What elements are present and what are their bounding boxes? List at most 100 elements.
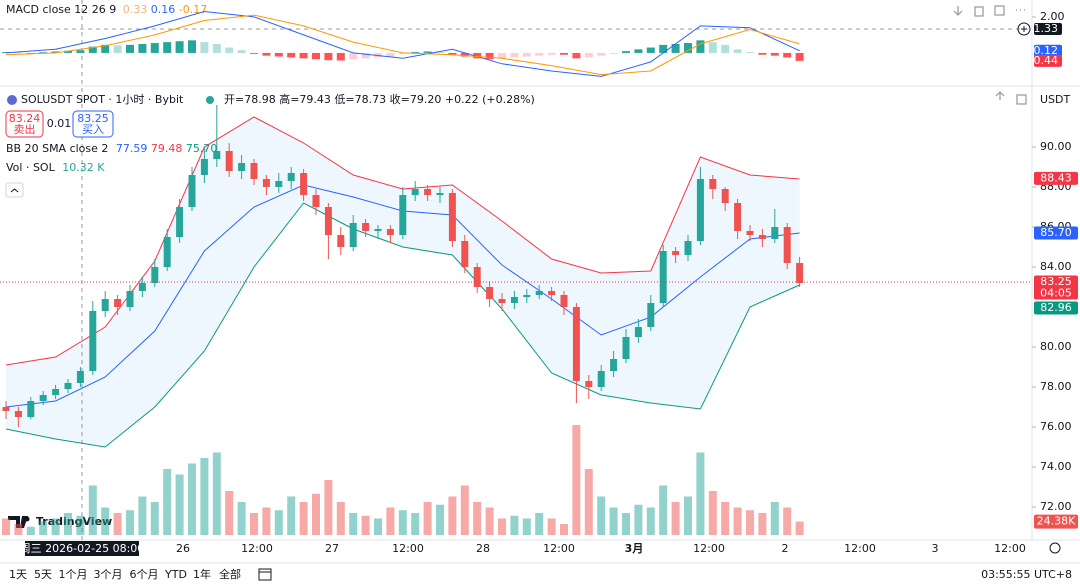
volume-bar [733,507,742,535]
volume-bar [386,507,395,535]
macd-histogram-bar [473,52,482,59]
volume-bar [374,518,382,535]
macd-histogram-bar [361,52,370,59]
macd-histogram-bar [250,52,258,54]
macd-histogram-bar [646,47,655,53]
macd-histogram-bar [448,52,457,55]
volume-bar [622,513,630,535]
buy-button[interactable] [72,110,114,138]
volume-bar [498,518,506,535]
sell-button[interactable] [5,110,44,138]
volume-bar [634,504,643,535]
clock: 03:55:55 UTC+8 [981,568,1072,581]
volume-bar [535,513,544,535]
candle-body [684,241,692,255]
volume-bar [175,474,184,535]
macd-signal-value: -0.17 [179,3,207,16]
macd-histogram-bar [175,41,184,53]
volume-bar [795,521,804,535]
macd-legend: MACD close 12 26 9 0.33 0.16 -0.17 [6,3,207,16]
crosshair-time-tag [25,541,139,556]
range-button[interactable]: 3个月 [94,568,123,581]
range-button[interactable]: 全部 [219,567,241,581]
volume-bar [287,496,296,535]
candle-body [597,371,605,387]
delete-icon[interactable] [974,6,984,17]
macd-hist-value: 0.33 [123,3,148,16]
bb-legend: BB 20 SMA close 2 77.59 79.48 75.70 [6,142,217,155]
macd-histogram-bar [39,52,48,53]
collapse-icon [10,188,19,193]
range-button[interactable]: 1天 [9,568,27,581]
range-button[interactable]: 1年 [193,567,211,581]
macd-histogram-bar [696,40,705,53]
candle-body [300,173,308,195]
add-icon[interactable] [1017,22,1031,36]
candle-body [746,231,754,235]
candle-body [225,151,233,171]
macd-histogram-bar [386,52,395,57]
macd-histogram-bar [88,46,97,53]
macd-histogram-bar [299,52,308,59]
macd-histogram-bar [795,52,804,61]
pane-icons[interactable] [953,5,1027,105]
volume-bar [721,502,730,535]
price-pane: 90.0088.0086.0084.0080.0078.0076.0074.00… [0,105,1078,535]
x-tick-label: 12:00 [543,542,575,555]
settings-icon[interactable] [1049,542,1061,554]
calendar-body [258,568,272,581]
volume-bar [485,507,494,535]
macd-histogram-bar [163,42,172,53]
vol-value: 10.32 K [62,161,105,174]
range-button[interactable]: 1个月 [59,568,88,581]
candle-body [510,297,518,303]
macd-histogram-bar [733,49,742,53]
x-tick-label: 12:00 [994,542,1026,555]
volume-bar [299,502,308,535]
macd-histogram-bar [113,45,122,53]
range-button[interactable]: 6个月 [130,568,159,581]
candle-body [362,223,370,231]
candle-body [411,189,419,195]
candle-body [523,295,531,297]
macd-value-tag-label: 0.12 [1034,44,1059,57]
y-tick-label: 74.00 [1040,460,1072,473]
brand: TradingView [36,515,112,528]
macd-histogram-bar [758,52,767,55]
macd-histogram-bar [684,43,692,53]
volume-bar [237,502,246,535]
macd-histogram-bar [622,51,630,53]
volume-bar [361,515,370,535]
volume-bar [14,524,23,535]
price-tag [1034,226,1078,240]
volume-bar [349,513,358,535]
macd-histogram-bar [324,52,333,61]
calendar-icon[interactable] [258,568,272,581]
volume-bar [646,507,655,535]
volume-bar [411,513,420,535]
candle-body [572,307,580,381]
bb-lower [5,202,800,448]
candle-body [39,395,47,401]
macd-histogram-bar [597,52,606,56]
maximize-icon[interactable] [994,5,1005,16]
currency[interactable]: USDT [1040,93,1071,106]
volume-bar [101,507,110,535]
range-button[interactable]: YTD [164,568,187,581]
up-icon[interactable] [995,91,1005,100]
price-tag-label: 88.43 [1040,171,1072,184]
candle-body [374,229,382,231]
macd-value-tag [1034,54,1062,67]
macd-histogram-bar [26,52,35,54]
candle-body [188,175,196,207]
candle-body [151,267,159,283]
range-button[interactable]: 5天 [34,568,52,581]
symbol-title[interactable]: SOLUSDT SPOT · 1小时 · Bybit [21,93,184,106]
fullscreen-icon[interactable] [1016,94,1027,105]
price-tag [1034,301,1078,315]
volume-bar [572,425,581,535]
move-down-icon[interactable] [953,6,963,16]
collapse-button[interactable] [5,182,24,198]
vol-label: Vol · SOL [6,161,56,174]
macd-histogram-bar [138,43,147,53]
